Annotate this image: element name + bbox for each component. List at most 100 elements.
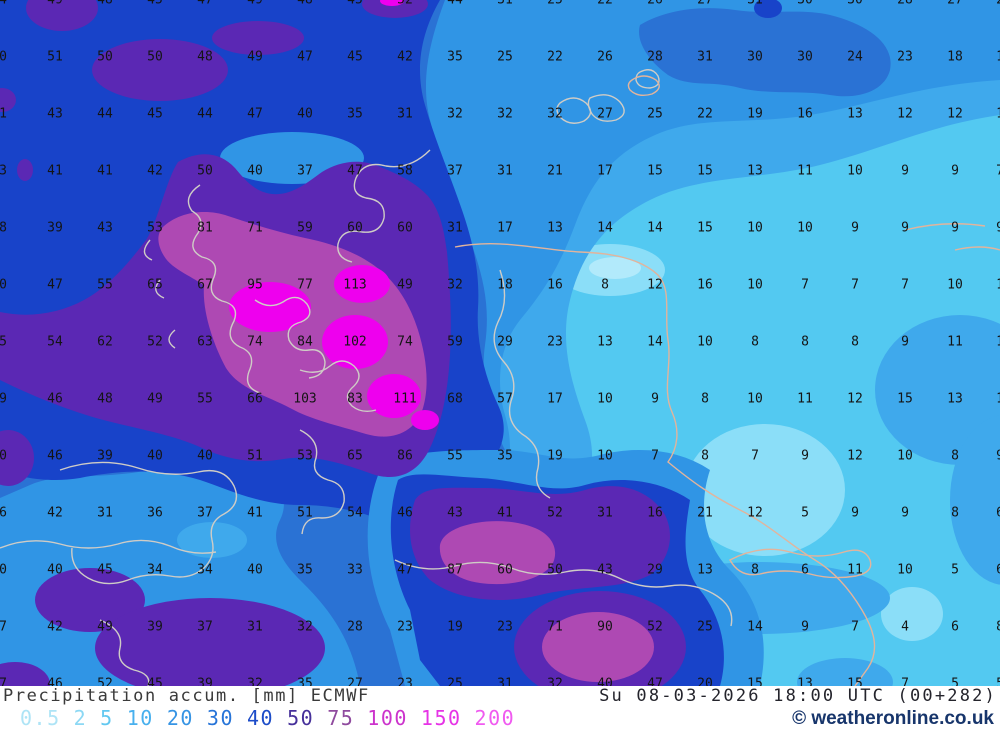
grid-value: 49 [47, 0, 63, 8]
grid-value: 17 [497, 220, 513, 236]
grid-value: 13 [697, 562, 713, 578]
grid-value: 63 [197, 334, 213, 350]
grid-value: 54 [347, 505, 363, 521]
grid-value: 10 [797, 220, 813, 236]
grid-value: 32 [297, 619, 313, 635]
grid-value: 1 [996, 108, 1000, 121]
contour-band-10-20 [950, 415, 1000, 585]
grid-value: 48 [297, 0, 313, 8]
grid-value: 47 [397, 562, 413, 578]
grid-value: 74 [247, 334, 263, 350]
contour-band-100-150 [229, 282, 311, 332]
contour-band-50-75 [0, 662, 50, 686]
grid-value: 19 [747, 106, 763, 122]
precipitation-scale-legend: 0.5 2 5 10 20 30 40 50 75 100 150 200 [20, 707, 515, 729]
grid-value: 40 [247, 163, 263, 179]
grid-value: 12 [647, 277, 663, 293]
grid-value: 45 [147, 676, 163, 687]
grid-value: 9 [951, 163, 959, 179]
grid-value: 15 [697, 163, 713, 179]
grid-value: 32 [547, 676, 563, 687]
contour-band-100-150 [411, 410, 439, 430]
grid-value: 9 [996, 222, 1000, 235]
grid-value: 16 [697, 277, 713, 293]
grid-value: 84 [297, 334, 313, 350]
grid-value: 5 [951, 676, 959, 687]
map-title: Precipitation accum. [mm] ECMWF [3, 686, 370, 706]
grid-value: 6 [951, 619, 959, 635]
grid-value: 35 [497, 448, 513, 464]
grid-value: 17 [547, 391, 563, 407]
grid-value: 50 [97, 49, 113, 65]
grid-value: 7 [651, 448, 659, 464]
contour-band-100-150 [322, 315, 388, 369]
grid-value: 58 [397, 163, 413, 179]
grid-value: 41 [497, 505, 513, 521]
coastline-continental [454, 75, 1000, 686]
grid-value: 25 [547, 0, 563, 8]
grid-value: 37 [447, 163, 463, 179]
grid-value: 20 [697, 676, 713, 687]
grid-value: 10 [947, 277, 963, 293]
grid-value: 15 [847, 676, 863, 687]
contour-band-10-20 [875, 315, 1000, 465]
grid-value: 43 [597, 562, 613, 578]
grid-value: 35 [347, 106, 363, 122]
grid-value: 8 [701, 391, 709, 407]
contour-band-75-100 [542, 612, 654, 682]
grid-value: 16 [647, 505, 663, 521]
grid-value: 7 [0, 676, 7, 687]
contour-band-2-5 [685, 424, 845, 556]
grid-value: 1 [0, 106, 7, 122]
valid-datetime: Su 08-03-2026 18:00 UTC (00+282) [599, 686, 997, 706]
grid-value: 10 [847, 163, 863, 179]
grid-value: 14 [747, 619, 763, 635]
grid-value: 53 [147, 220, 163, 236]
grid-value: 10 [697, 334, 713, 350]
contour-band-2-5 [881, 587, 943, 641]
grid-value: 7 [851, 619, 859, 635]
grid-value: 5 [0, 334, 7, 350]
grid-value: 9 [996, 450, 1000, 463]
grid-value: 46 [47, 676, 63, 687]
grid-value: 27 [947, 0, 963, 8]
grid-value: 41 [247, 505, 263, 521]
grid-value: 23 [497, 619, 513, 635]
grid-value: 23 [897, 49, 913, 65]
grid-value: 62 [97, 334, 113, 350]
grid-value: 13 [847, 106, 863, 122]
grid-value: 14 [597, 220, 613, 236]
grid-value: 32 [547, 106, 563, 122]
grid-value: 6 [0, 505, 7, 521]
grid-value: 41 [47, 163, 63, 179]
grid-value: 9 [951, 220, 959, 236]
grid-value: 41 [97, 163, 113, 179]
grid-value: 68 [447, 391, 463, 407]
grid-value: 45 [147, 0, 163, 8]
contour-band-100-150 [367, 374, 421, 418]
grid-value: 9 [801, 619, 809, 635]
grid-value: 31 [497, 676, 513, 687]
grid-value: 24 [847, 49, 863, 65]
grid-value: 1 [996, 51, 1000, 64]
grid-value: 49 [247, 0, 263, 8]
precipitation-contour-canvas [0, 0, 1000, 686]
grid-value: 10 [897, 448, 913, 464]
grid-value: 19 [547, 448, 563, 464]
contour-band-50-75 [17, 159, 33, 181]
grid-value: 28 [347, 619, 363, 635]
grid-value: 22 [597, 0, 613, 8]
grid-value: 31 [497, 163, 513, 179]
grid-value: 14 [647, 220, 663, 236]
map-footer: Precipitation accum. [mm] ECMWF Su 08-03… [0, 686, 1000, 733]
grid-value: 6 [801, 562, 809, 578]
grid-value: 35 [297, 562, 313, 578]
grid-value: 10 [597, 391, 613, 407]
grid-value: 67 [197, 277, 213, 293]
grid-value: 60 [347, 220, 363, 236]
grid-value: 53 [297, 448, 313, 464]
grid-value: 49 [97, 619, 113, 635]
grid-value: 45 [347, 49, 363, 65]
grid-value: 50 [147, 49, 163, 65]
grid-value: 31 [397, 106, 413, 122]
